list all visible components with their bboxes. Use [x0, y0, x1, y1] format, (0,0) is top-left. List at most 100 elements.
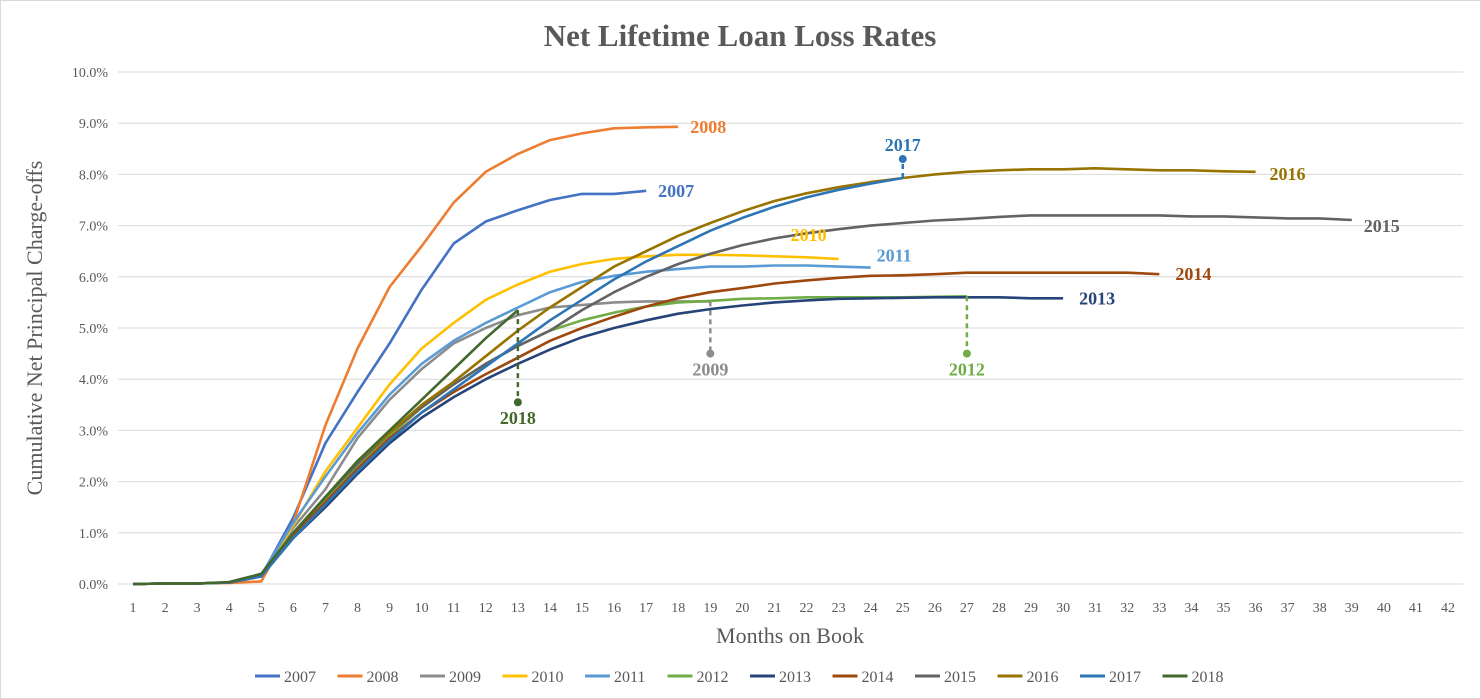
callout-dot — [962, 349, 971, 358]
series-line-2013 — [132, 295, 1064, 586]
y-tick-label: 2.0% — [79, 476, 109, 491]
x-tick-label: 31 — [1088, 601, 1102, 616]
x-tick-label: 37 — [1281, 601, 1295, 616]
series-line-2015 — [132, 214, 1352, 586]
legend-item-2016[interactable]: 2016 — [997, 669, 1059, 686]
x-tick-label: 12 — [479, 601, 493, 616]
y-tick-label: 0.0% — [79, 578, 109, 593]
x-tick-label: 4 — [226, 601, 233, 616]
series-label-2008: 2008 — [690, 117, 726, 137]
x-tick-label: 20 — [735, 601, 749, 616]
legend-label: 2007 — [284, 669, 316, 686]
chart-title: Net Lifetime Loan Loss Rates — [544, 18, 937, 53]
legend-item-2011[interactable]: 2011 — [585, 669, 645, 686]
legend-label: 2008 — [367, 669, 399, 686]
legend-label: 2014 — [862, 669, 894, 686]
legend-item-2010[interactable]: 2010 — [502, 669, 564, 686]
series-label-2011: 2011 — [877, 246, 912, 266]
x-tick-label: 21 — [767, 601, 781, 616]
x-tick-label: 33 — [1152, 601, 1166, 616]
series-line-2014 — [132, 271, 1160, 586]
x-tick-label: 17 — [639, 601, 653, 616]
series-line-2018 — [132, 309, 519, 586]
y-axis-label: Cumulative Net Principal Charge-offs — [22, 161, 47, 496]
x-tick-label: 19 — [703, 601, 717, 616]
series-line-2007 — [132, 189, 647, 586]
legend-label: 2012 — [697, 669, 729, 686]
series-label-2012: 2012 — [949, 360, 985, 380]
y-tick-label: 5.0% — [79, 322, 109, 337]
series-label-2015: 2015 — [1364, 216, 1400, 236]
series-label-2017: 2017 — [885, 135, 921, 155]
legend-label: 2015 — [944, 669, 976, 686]
series-label-2007: 2007 — [658, 181, 694, 201]
legend-item-2007[interactable]: 2007 — [255, 669, 316, 686]
y-tick-label: 1.0% — [79, 527, 109, 542]
x-tick-label: 36 — [1249, 601, 1263, 616]
gridlines — [118, 71, 1463, 585]
x-tick-label: 2 — [162, 601, 169, 616]
x-tick-label: 7 — [322, 601, 329, 616]
legend-label: 2010 — [532, 669, 564, 686]
series-label-2009: 2009 — [692, 360, 728, 380]
y-tick-label: 7.0% — [79, 220, 109, 235]
legend-item-2009[interactable]: 2009 — [420, 669, 481, 686]
legend-item-2018[interactable]: 2018 — [1162, 669, 1224, 686]
series-label-2010: 2010 — [791, 225, 827, 245]
legend-item-2013[interactable]: 2013 — [750, 669, 811, 686]
x-tick-label: 25 — [896, 601, 910, 616]
x-tick-label: 15 — [575, 601, 589, 616]
y-tick-label: 9.0% — [79, 117, 109, 132]
x-tick-label: 41 — [1409, 601, 1423, 616]
legend-label: 2011 — [614, 669, 645, 686]
x-tick-label: 28 — [992, 601, 1006, 616]
x-tick-label: 14 — [543, 601, 557, 616]
x-tick-label: 16 — [607, 601, 621, 616]
x-tick-label: 26 — [928, 601, 942, 616]
y-tick-label: 4.0% — [79, 373, 109, 388]
legend-label: 2017 — [1109, 669, 1141, 686]
x-tick-label: 18 — [671, 601, 685, 616]
x-axis-ticks: 1 2 3 4 5 6 7 8 9 10 11 12 13 14 15 16 17 18 19 20 21 22 23 24 2… — [130, 601, 1456, 616]
x-tick-label: 32 — [1120, 601, 1134, 616]
legend-item-2017[interactable]: 2017 — [1080, 669, 1141, 686]
series-label-2016: 2016 — [1270, 164, 1306, 184]
legend-label: 2009 — [449, 669, 481, 686]
x-tick-label: 10 — [415, 601, 429, 616]
x-tick-label: 27 — [960, 601, 974, 616]
x-tick-label: 38 — [1313, 601, 1327, 616]
callout-dot — [513, 398, 522, 407]
x-tick-label: 1 — [130, 601, 137, 616]
series-line-2008 — [132, 125, 679, 586]
legend-item-2012[interactable]: 2012 — [667, 669, 729, 686]
x-tick-label: 9 — [386, 601, 393, 616]
series-line-2017 — [132, 176, 904, 586]
legend-item-2015[interactable]: 2015 — [915, 669, 976, 686]
x-tick-label: 13 — [511, 601, 525, 616]
y-axis-ticks: 0.0% 1.0% 2.0% 3.0% 4.0% 5.0% 6.0% 7.0% 8.0% 9.0%… — [72, 66, 109, 593]
x-tick-label: 23 — [832, 601, 846, 616]
series-lines — [132, 125, 1352, 586]
series-label-2014: 2014 — [1175, 264, 1211, 284]
x-tick-label: 3 — [194, 601, 201, 616]
x-tick-label: 29 — [1024, 601, 1038, 616]
x-tick-label: 39 — [1345, 601, 1359, 616]
x-tick-label: 8 — [354, 601, 361, 616]
legend-item-2008[interactable]: 2008 — [337, 669, 399, 686]
series-label-2018: 2018 — [500, 408, 536, 428]
y-tick-label: 10.0% — [72, 66, 109, 81]
x-tick-label: 40 — [1377, 601, 1391, 616]
x-tick-label: 42 — [1441, 601, 1455, 616]
y-tick-label: 8.0% — [79, 168, 109, 183]
x-axis-label: Months on Book — [716, 623, 864, 648]
y-tick-label: 3.0% — [79, 424, 109, 439]
legend-item-2014[interactable]: 2014 — [832, 669, 894, 686]
callout-dot — [706, 349, 715, 358]
annotations: 2007 2008 2010 2011 2013 2014 2015 2016 2017 2009… — [500, 117, 1400, 428]
x-tick-label: 11 — [447, 601, 460, 616]
x-tick-label: 6 — [290, 601, 297, 616]
x-tick-label: 22 — [800, 601, 814, 616]
x-tick-label: 24 — [864, 601, 878, 616]
x-tick-label: 35 — [1216, 601, 1230, 616]
